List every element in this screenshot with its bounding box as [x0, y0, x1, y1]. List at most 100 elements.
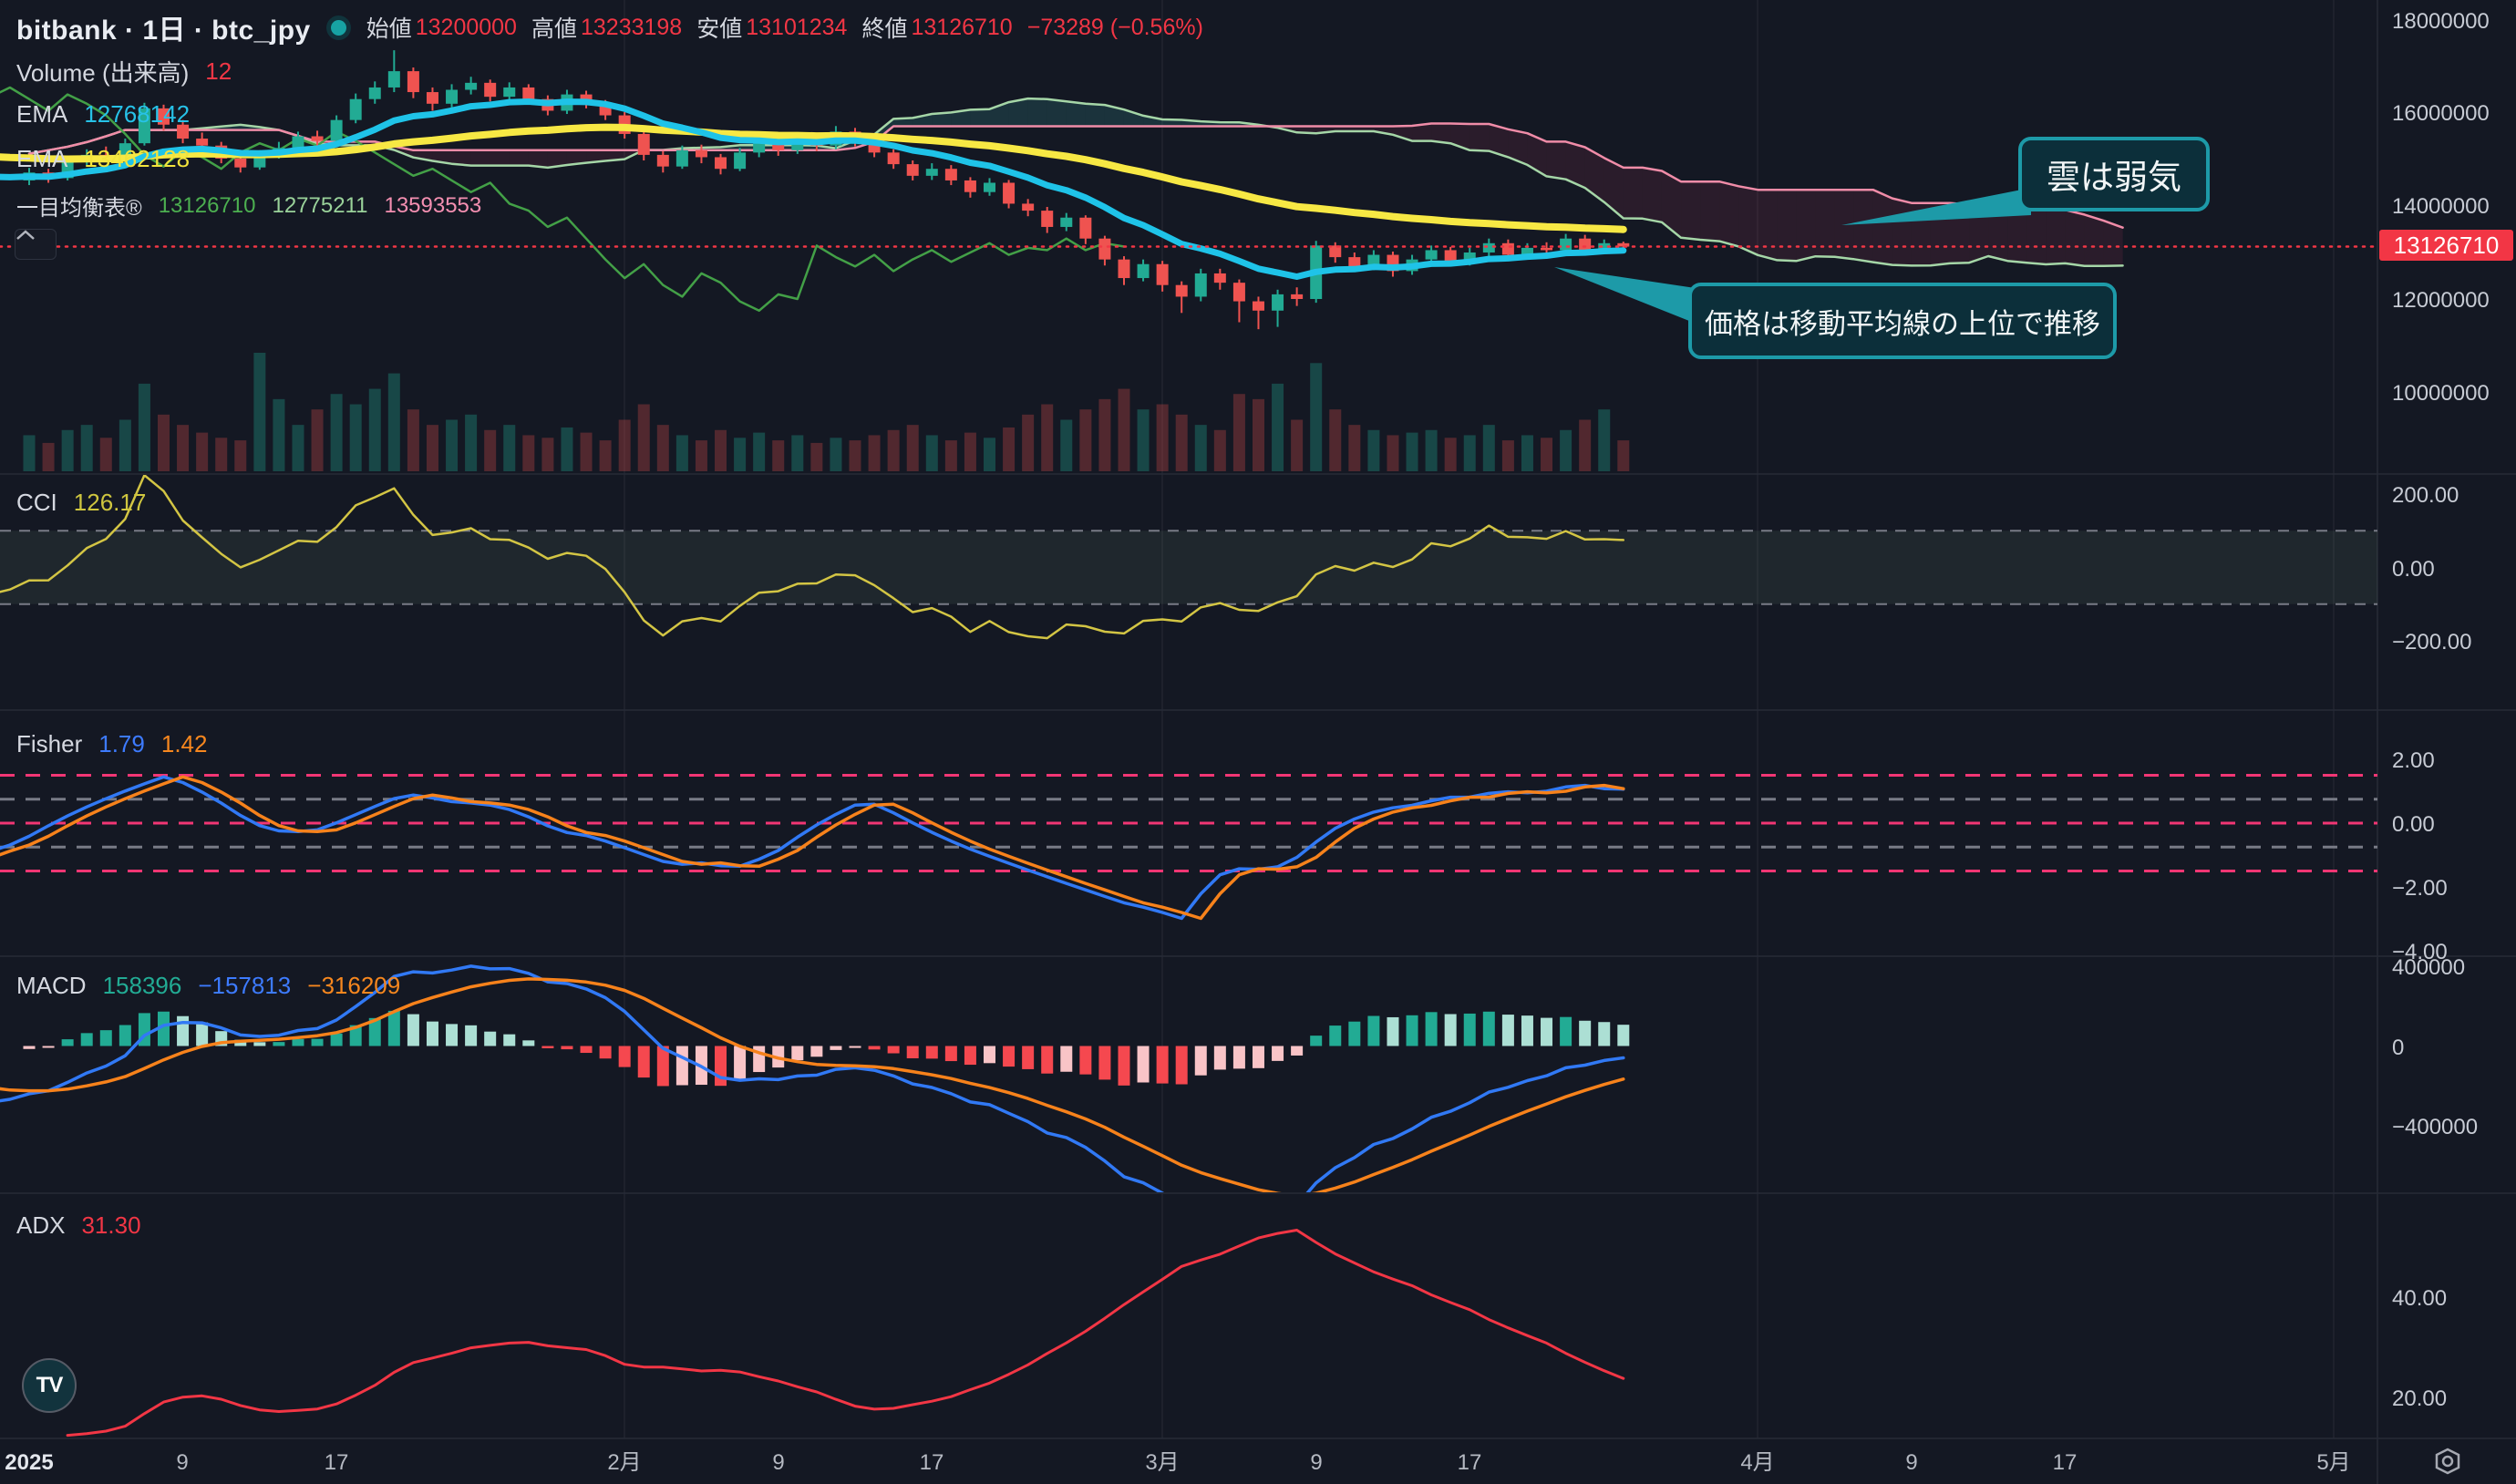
volume-bar [1156, 404, 1169, 471]
volume-bar [637, 404, 650, 471]
macd-pane[interactable] [0, 964, 1630, 1212]
adx-value: 31.30 [81, 1211, 141, 1239]
volume-bar [753, 432, 766, 471]
axis-tick-label: −2.00 [2392, 876, 2448, 901]
price-pane[interactable] [0, 50, 2377, 471]
fisher-label: Fisher [16, 730, 83, 757]
legend-volume[interactable]: Volume (出来高) 12 [16, 55, 232, 88]
macd-hist-bar [1213, 1046, 1226, 1070]
volume-bar [887, 429, 900, 471]
macd-hist-bar [1598, 1022, 1611, 1046]
tradingview-logo[interactable]: TV [22, 1358, 77, 1413]
volume-bar [99, 438, 112, 471]
legend-macd[interactable]: MACD 158396 −157813 −316209 [16, 972, 400, 1000]
macd-hist-bar [407, 1014, 419, 1046]
macd-hist-bar [99, 1030, 112, 1046]
axis-tick-label: 14000000 [2392, 194, 2490, 219]
candle [944, 169, 957, 180]
time-tick-label: 17 [1458, 1450, 1482, 1475]
ema-slow-label: EMA [16, 145, 68, 172]
legend-fisher[interactable]: Fisher 1.79 1.42 [16, 730, 207, 758]
macd-hist-bar [561, 1046, 573, 1050]
legend-ema-slow[interactable]: EMA 13462128 [16, 145, 190, 173]
close-label: 終値 [861, 16, 908, 42]
volume-bar [1098, 398, 1111, 471]
candle [1098, 238, 1111, 260]
fisher-value-1: 1.79 [98, 730, 145, 757]
macd-hist-bar [119, 1025, 131, 1046]
candle [772, 143, 785, 150]
volume-bar [1560, 429, 1572, 471]
symbol-title[interactable]: bitbank · 1日 · btc_jpy [16, 15, 311, 46]
change-value: −73289 (−0.56%) [1026, 14, 1203, 40]
macd-hist-bar [1022, 1046, 1035, 1069]
macd-hist-bar [1310, 1036, 1323, 1046]
time-tick-label: 2025 [5, 1450, 53, 1475]
macd-hist-bar [1118, 1046, 1130, 1086]
macd-hist-bar [1406, 1015, 1418, 1046]
cci-pane[interactable] [0, 475, 2377, 640]
candle [1348, 257, 1361, 267]
volume-bar [1617, 440, 1630, 471]
legend-ichimoku[interactable]: 一目均衡表® 13126710 12775211 13593553 [16, 190, 481, 222]
volume-value: 12 [205, 57, 232, 85]
ema-fast-value: 12768142 [84, 100, 191, 128]
volume-bar [387, 373, 400, 471]
volume-bar [522, 435, 535, 471]
ema-fast-label: EMA [16, 100, 68, 128]
volume-bar [196, 432, 209, 471]
fisher-pane[interactable] [0, 774, 2377, 921]
volume-bar [1291, 419, 1304, 471]
low-label: 安値 [696, 16, 743, 42]
volume-bar [311, 409, 324, 471]
candle [1579, 238, 1592, 251]
volume-bar [618, 419, 631, 471]
volume-bar [1310, 363, 1323, 471]
volume-bar [80, 425, 93, 471]
volume-bar [1252, 398, 1264, 471]
candle [715, 157, 727, 170]
volume-bar [580, 432, 593, 471]
volume-bar [42, 442, 55, 471]
time-axis[interactable]: 2025 9 17 2月 9 17 3月 9 17 4月 9 17 5月 [5, 1450, 2350, 1475]
volume-bar [465, 414, 478, 471]
candle [1022, 203, 1035, 211]
macd-hist-bar [1252, 1046, 1264, 1068]
candle [925, 169, 938, 176]
cloud-note-annotation[interactable]: 雲は弱気 [2018, 137, 2210, 211]
time-axis-settings-button[interactable] [2423, 1445, 2472, 1479]
volume-bar [830, 438, 842, 471]
collapse-indicators-button[interactable] [15, 229, 57, 260]
volume-bar [1406, 432, 1418, 471]
volume-bar [215, 438, 228, 471]
price-note-annotation[interactable]: 価格は移動平均線の上位で推移 [1688, 283, 2117, 359]
time-tick-label: 5月 [2316, 1450, 2350, 1475]
macd-hist-bar [196, 1022, 209, 1046]
price-axis[interactable]: 18000000 16000000 14000000 12000000 10000000… [2392, 9, 2490, 1411]
candle [984, 182, 995, 192]
volume-bar [1387, 435, 1399, 471]
legend-adx[interactable]: ADX 31.30 [16, 1211, 141, 1240]
macd-hist-bar [1541, 1017, 1553, 1046]
volume-bar [1444, 438, 1457, 471]
volume-bar [656, 425, 669, 471]
volume-bar [772, 440, 785, 471]
volume-bar [1598, 409, 1611, 471]
macd-hist-bar [944, 1046, 957, 1062]
macd-hist-bar [1232, 1046, 1245, 1069]
legend-cci[interactable]: CCI 126.17 [16, 489, 146, 517]
candle [234, 158, 247, 168]
macd-hist-bar [599, 1046, 612, 1059]
macd-hist-bar [1521, 1015, 1533, 1046]
macd-hist-bar [964, 1046, 976, 1066]
volume-bar [1232, 394, 1245, 471]
candle [1444, 250, 1457, 263]
axis-tick-label: 0 [2392, 1036, 2404, 1060]
axis-tick-label: −200.00 [2392, 630, 2471, 654]
adx-pane[interactable] [66, 1229, 1625, 1438]
macd-hist-bar [791, 1046, 804, 1061]
volume-bar [791, 435, 804, 471]
legend-ema-fast[interactable]: EMA 12768142 [16, 100, 190, 129]
volume-bar [253, 353, 266, 471]
